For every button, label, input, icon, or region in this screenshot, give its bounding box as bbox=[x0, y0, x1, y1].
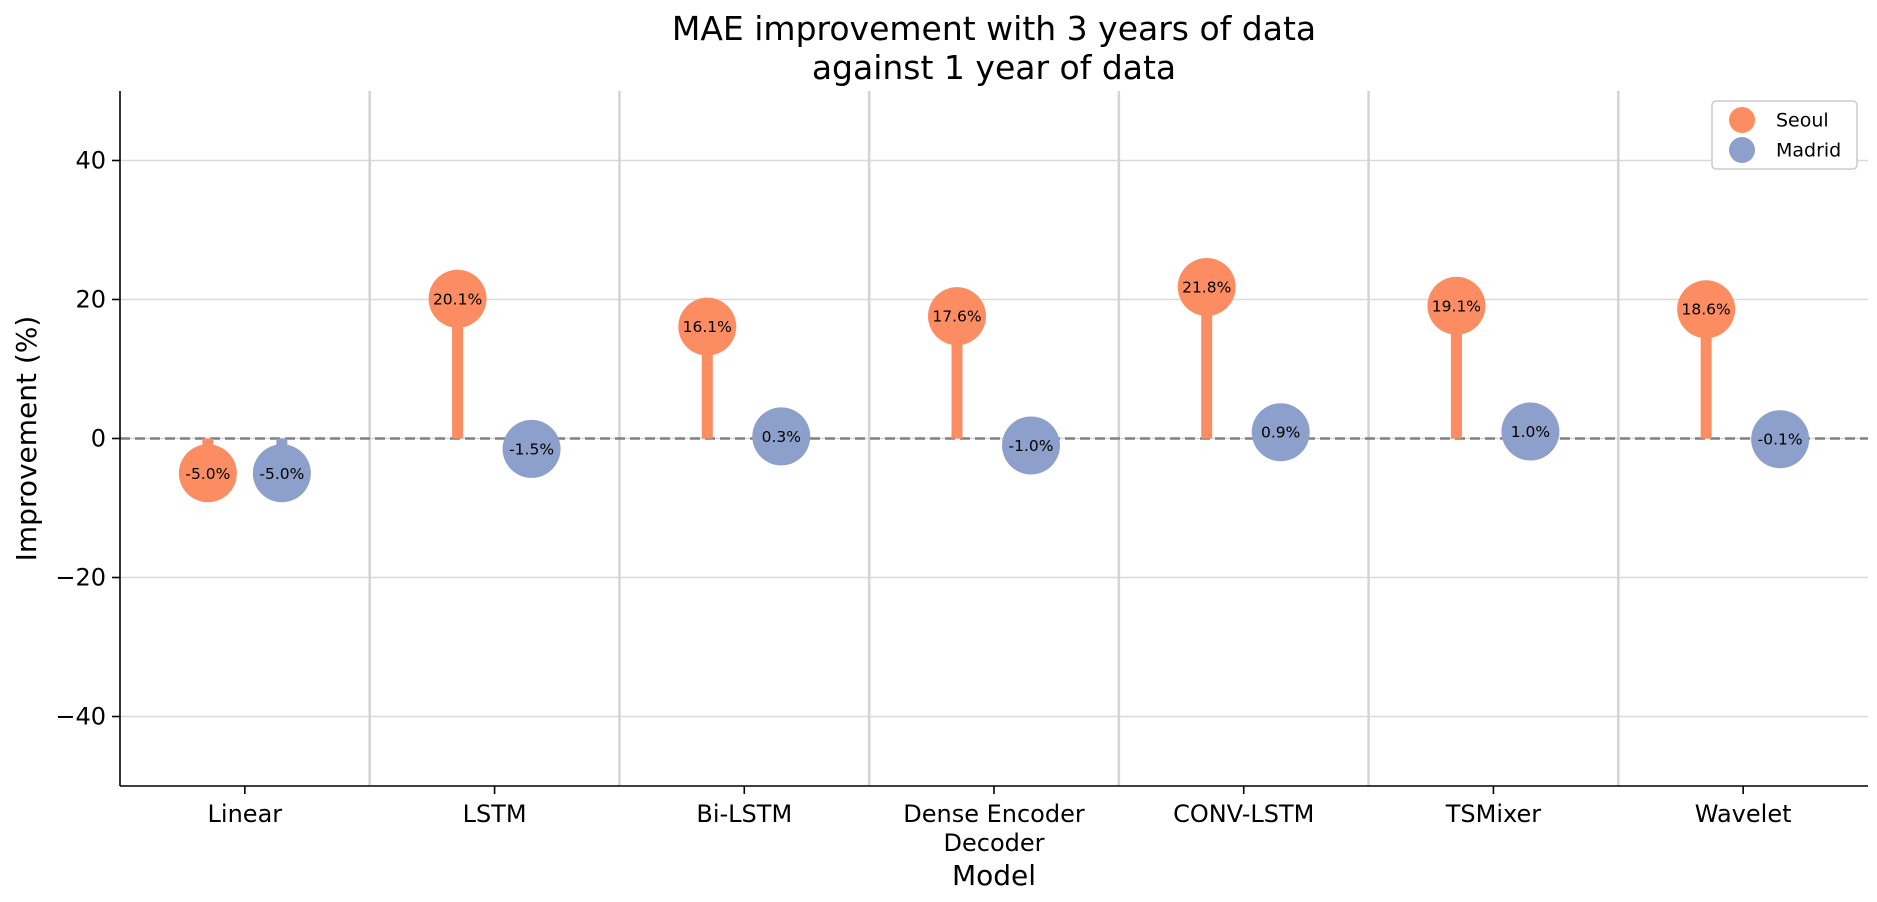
lollipop-head bbox=[1427, 276, 1486, 335]
lollipop-head bbox=[502, 419, 561, 478]
data-label: 19.1% bbox=[1432, 297, 1481, 315]
data-label: 18.6% bbox=[1682, 301, 1731, 319]
x-tick-label-line: Decoder bbox=[944, 829, 1045, 857]
lollipop-head bbox=[1751, 410, 1810, 469]
lollipop-head bbox=[752, 407, 811, 466]
legend-entry-label: Madrid bbox=[1776, 140, 1841, 162]
data-label: -5.0% bbox=[185, 465, 230, 483]
axis-labels: Model Improvement (%) bbox=[10, 316, 1036, 892]
lollipop-head bbox=[252, 444, 311, 503]
legend-marker bbox=[1729, 107, 1755, 133]
y-tick-label: 40 bbox=[75, 147, 106, 175]
lollipop-stem bbox=[701, 326, 713, 439]
x-tick-label-line: CONV-LSTM bbox=[1173, 800, 1314, 828]
data-label: 0.3% bbox=[762, 428, 801, 446]
lollipop-head bbox=[928, 287, 986, 346]
x-tick-label-line: LSTM bbox=[463, 800, 527, 828]
data-label: 16.1% bbox=[683, 318, 732, 336]
x-tick-label-line: Bi-LSTM bbox=[696, 800, 792, 828]
lollipop-stem bbox=[452, 298, 464, 439]
legend: Seoul Madrid bbox=[1711, 100, 1858, 170]
x-axis-label: Model bbox=[952, 859, 1036, 892]
data-marks: -5.0% 20.1% 16.1% 17.6% 21.8% 19.1% 18.6% -5.0%… bbox=[178, 257, 1810, 503]
y-tick-label: −40 bbox=[55, 703, 106, 731]
lollipop-head bbox=[678, 297, 737, 356]
lollipop-head bbox=[1002, 416, 1060, 475]
x-tick-label-line: Linear bbox=[208, 800, 283, 828]
legend-marker bbox=[1729, 137, 1755, 163]
lollipop-head bbox=[1677, 280, 1736, 339]
lollipop-stem bbox=[1700, 309, 1712, 439]
chart-title-line: against 1 year of data bbox=[812, 48, 1176, 87]
x-tick-label-line: Dense Encoder bbox=[903, 800, 1085, 828]
chart-title-line: MAE improvement with 3 years of data bbox=[672, 9, 1316, 48]
x-tick-label: LSTM bbox=[463, 800, 527, 828]
data-label: 1.0% bbox=[1511, 423, 1550, 441]
x-tick-label: CONV-LSTM bbox=[1173, 800, 1314, 828]
y-axis-label: Improvement (%) bbox=[10, 316, 43, 562]
lollipop-head bbox=[1251, 403, 1310, 462]
lollipop-stem bbox=[1201, 286, 1213, 439]
lollipop-head bbox=[178, 444, 237, 503]
data-label: -0.1% bbox=[1758, 431, 1803, 449]
lollipop-stem bbox=[1450, 305, 1462, 439]
data-label: -1.5% bbox=[509, 440, 554, 458]
lollipop-head bbox=[1501, 402, 1560, 461]
x-tick-label-line: Wavelet bbox=[1695, 800, 1792, 828]
data-label: 17.6% bbox=[932, 308, 981, 326]
lollipop-head bbox=[1177, 257, 1236, 316]
x-tick-label: Wavelet bbox=[1695, 800, 1792, 828]
data-label: 20.1% bbox=[433, 290, 482, 308]
lollipop-head bbox=[428, 269, 487, 328]
data-label: -5.0% bbox=[259, 465, 304, 483]
data-label: 0.9% bbox=[1261, 424, 1300, 442]
chart-title: MAE improvement with 3 years of dataagai… bbox=[672, 9, 1316, 87]
y-tick-label: 0 bbox=[91, 425, 106, 453]
x-tick-label: TSMixer bbox=[1445, 800, 1542, 828]
data-label: -1.0% bbox=[1009, 437, 1054, 455]
tick-labels: −40 −20 0 20 40 Linear LSTM Bi-LSTM Dense Encode… bbox=[55, 147, 1791, 858]
x-tick-label: Bi-LSTM bbox=[696, 800, 792, 828]
y-tick-label: 20 bbox=[75, 286, 106, 314]
x-tick-label-line: TSMixer bbox=[1445, 800, 1542, 828]
y-tick-label: −20 bbox=[55, 564, 106, 592]
data-label: 21.8% bbox=[1182, 278, 1231, 296]
legend-entry-label: Seoul bbox=[1776, 110, 1829, 132]
x-tick-label: Linear bbox=[208, 800, 283, 828]
x-tick-label: Dense Encoder Decoder bbox=[903, 800, 1085, 857]
lollipop-stem bbox=[951, 316, 963, 439]
